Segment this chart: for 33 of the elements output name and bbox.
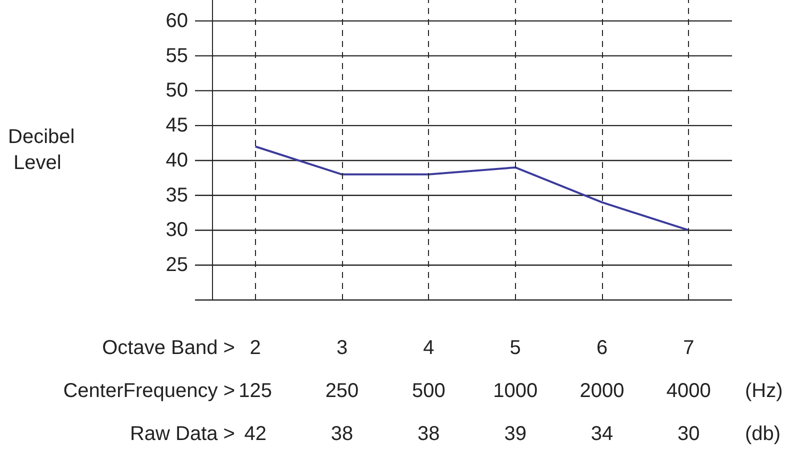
text: 2000 [580,380,624,402]
y-tick-label: 30 [166,219,188,242]
x-tick-label: 4 [423,337,434,359]
y-tick-label: 25 [166,254,188,276]
text: 4000 [666,380,711,402]
x-tick-label: 6 [596,337,608,359]
data-label: 38 [330,423,354,445]
text: Raw Data > [130,423,235,445]
data-label: 42 [244,423,266,445]
line-series [254,146,690,232]
x-axis-title: Octave Band > [102,337,235,359]
text: 1000 [493,380,538,402]
x-tick-label: 7 [683,337,694,359]
x-tick-label: 3 [336,337,348,359]
text: 500 [412,380,446,402]
text: (db) [745,423,781,445]
data-label: 39 [504,423,526,445]
x-tick-label: 5 [510,337,521,359]
text: Decibel Level [8,126,75,174]
y-tick-label: 50 [166,80,188,102]
text: 250 [325,380,359,402]
text: CenterFrequency > [63,380,235,402]
text: (Hz) [745,380,783,402]
y-tick-label: 40 [166,149,188,172]
y-tick-label: 35 [166,184,188,206]
data-label: 30 [678,423,700,445]
data-label: 38 [418,423,440,445]
x-tick-label: 2 [250,337,261,359]
data-label: 34 [590,423,614,445]
y-tick-label: 45 [166,114,188,137]
y-tick-label: 55 [166,44,188,67]
text: 125 [238,380,272,402]
y-tick-label: 60 [166,10,188,32]
